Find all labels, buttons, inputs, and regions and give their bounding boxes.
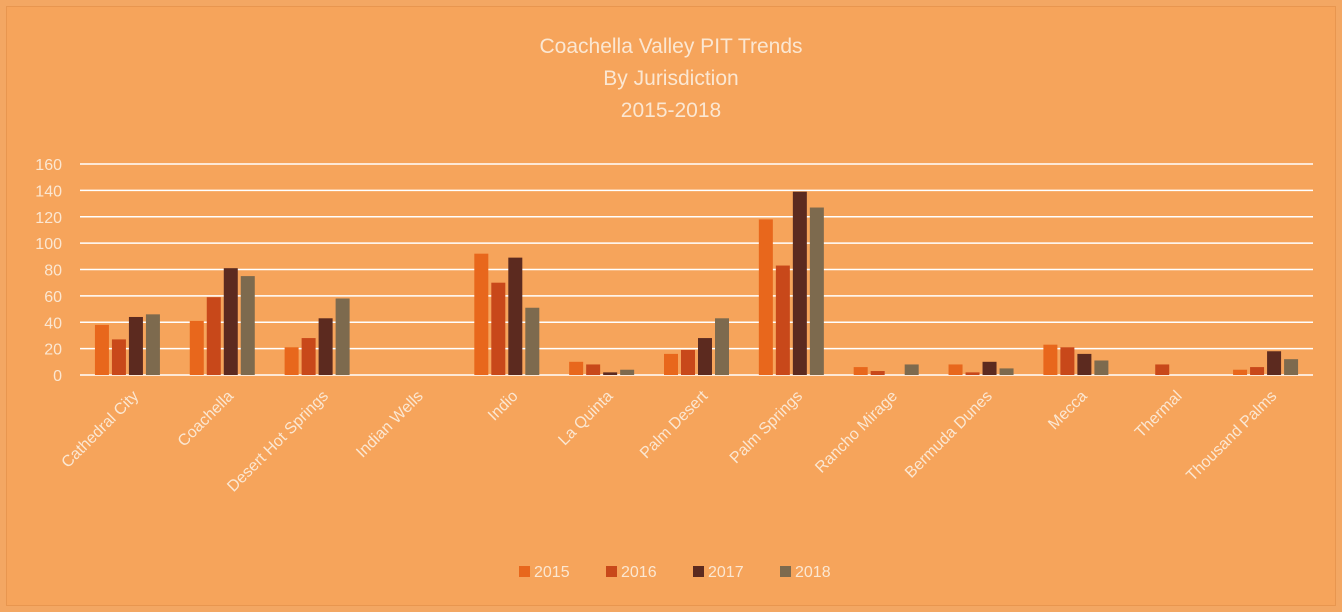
bar-2016 — [301, 338, 316, 375]
bars — [94, 191, 1299, 375]
bar-2015 — [284, 347, 299, 375]
chart-title-line-1: Coachella Valley PIT Trends — [539, 35, 802, 58]
bar-2018 — [335, 298, 350, 375]
bar-chart: Coachella Valley PIT Trends By Jurisdict… — [35, 35, 1313, 581]
legend-label: 2017 — [708, 564, 744, 581]
legend-swatch-2016 — [606, 566, 617, 577]
bar-2016 — [681, 349, 695, 375]
x-tick-label: Thermal — [1132, 388, 1186, 442]
bar-2015 — [664, 353, 678, 375]
bar-2015 — [569, 361, 584, 375]
chart-frame: Coachella Valley PIT Trends By Jurisdict… — [6, 6, 1336, 606]
x-tick-label: Indian Wells — [353, 388, 426, 461]
x-tick-label: Palm Desert — [637, 387, 712, 462]
bar-2017 — [792, 191, 807, 375]
bar-2017 — [223, 268, 238, 375]
bar-2017 — [1077, 353, 1092, 375]
x-tick-label: Thousand Palms — [1183, 388, 1280, 485]
bar-2016 — [870, 371, 885, 375]
bar-2018 — [525, 307, 540, 375]
bar-2018 — [620, 369, 635, 375]
x-tick-label: Coachella — [175, 388, 237, 450]
bar-2015 — [1043, 344, 1058, 375]
x-tick-label: Rancho Mirage — [812, 388, 901, 477]
bar-2016 — [206, 297, 221, 375]
chart-title: Coachella Valley PIT Trends By Jurisdict… — [539, 35, 802, 122]
bar-2018 — [145, 314, 160, 375]
y-tick-label: 60 — [44, 289, 62, 306]
x-tick-label: Mecca — [1045, 388, 1090, 433]
legend-swatch-2015 — [519, 566, 530, 577]
bar-2016 — [1155, 364, 1170, 375]
legend: 2015 2016 2017 2018 — [519, 564, 831, 581]
bar-2016 — [1060, 347, 1075, 375]
y-tick-label: 80 — [44, 263, 62, 280]
bar-2015 — [94, 324, 109, 375]
legend-label: 2018 — [795, 564, 831, 581]
gridlines — [80, 163, 1313, 376]
bar-2015 — [758, 219, 773, 375]
bar-2016 — [1250, 367, 1265, 375]
bar-2015 — [853, 367, 868, 375]
bar-2017 — [128, 316, 143, 375]
chart-title-line-3: 2015-2018 — [621, 99, 721, 122]
y-tick-label: 40 — [44, 315, 62, 332]
bar-2017 — [1267, 351, 1282, 375]
bar-2016 — [775, 265, 790, 375]
bar-2016 — [491, 282, 506, 375]
bar-2016 — [111, 339, 126, 375]
y-axis-ticks: 0 20 40 60 80 100 120 140 160 — [35, 157, 62, 385]
bar-2017 — [603, 372, 618, 375]
bar-2018 — [999, 368, 1014, 375]
bar-2018 — [1094, 360, 1109, 375]
legend-swatch-2018 — [780, 566, 791, 577]
x-tick-label: Palm Springs — [727, 388, 806, 467]
legend-label: 2015 — [534, 564, 570, 581]
bar-2015 — [1233, 369, 1248, 375]
bar-2016 — [965, 372, 980, 375]
y-tick-label: 120 — [35, 210, 62, 227]
y-tick-label: 160 — [35, 157, 62, 174]
y-tick-label: 100 — [35, 236, 62, 253]
x-tick-label: Indio — [485, 388, 522, 425]
y-tick-label: 140 — [35, 183, 62, 200]
bar-2017 — [982, 361, 997, 375]
bar-2018 — [809, 207, 824, 375]
bar-2015 — [948, 364, 963, 375]
bar-2018 — [715, 318, 729, 375]
bar-2018 — [240, 276, 255, 375]
bar-2017 — [508, 257, 523, 375]
bar-2018 — [1284, 359, 1299, 375]
y-tick-label: 20 — [44, 342, 62, 359]
y-tick-label: 0 — [53, 368, 62, 385]
chart-title-line-2: By Jurisdiction — [603, 67, 738, 90]
legend-label: 2016 — [621, 564, 657, 581]
legend-swatch-2017 — [693, 566, 704, 577]
x-tick-label: Desert Hot Springs — [224, 388, 332, 496]
x-tick-label: La Quinta — [555, 388, 616, 449]
bar-2018 — [904, 364, 919, 375]
bar-2016 — [586, 364, 601, 375]
bar-2017 — [698, 338, 712, 375]
x-tick-label: Cathedral City — [59, 388, 143, 472]
x-tick-label: Bermuda Dunes — [902, 388, 996, 482]
bar-2017 — [318, 318, 333, 375]
bar-2015 — [474, 253, 489, 375]
bar-2015 — [189, 320, 204, 375]
